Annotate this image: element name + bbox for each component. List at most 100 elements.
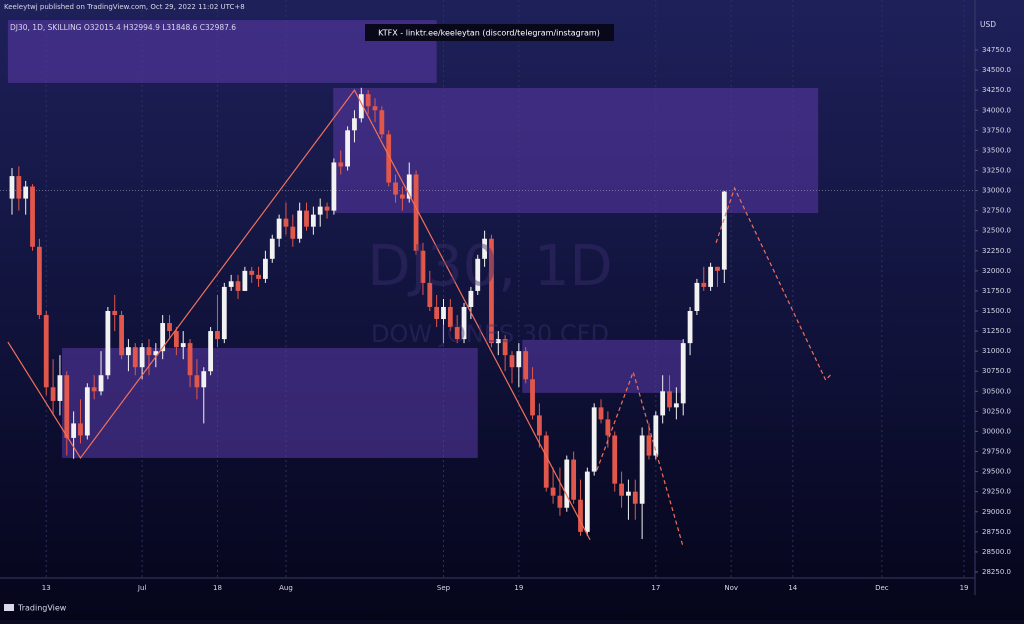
candle-body <box>461 306 467 340</box>
y-tick-label: 33750.0 <box>982 126 1011 134</box>
candle-body <box>557 495 563 508</box>
candle-body <box>30 186 35 247</box>
candle-body <box>201 371 207 388</box>
candle-body <box>413 174 419 251</box>
candle-body <box>564 459 570 508</box>
candle-body <box>36 246 42 316</box>
candle-body <box>91 387 97 392</box>
projection-line <box>715 186 833 382</box>
candle-body <box>9 176 15 199</box>
published-line: Keeleytwj published on TradingView.com, … <box>4 3 245 11</box>
candle-body <box>345 130 350 167</box>
candle-body <box>571 459 577 500</box>
y-tick-label: 30250.0 <box>982 407 1011 415</box>
candle-body <box>543 435 549 488</box>
candle-body <box>516 351 522 368</box>
x-tick-label: Nov <box>724 584 738 592</box>
candle-body <box>50 387 56 401</box>
x-tick-label: Sep <box>437 584 451 592</box>
y-tick-label: 32750.0 <box>982 207 1011 215</box>
candle-body <box>283 218 289 227</box>
candle-body <box>71 423 77 438</box>
candle-body <box>221 286 227 340</box>
y-tick-label: 28250.0 <box>982 568 1011 576</box>
y-tick-label: 32250.0 <box>982 247 1011 255</box>
candle-body <box>578 499 583 532</box>
candle-body <box>393 182 398 195</box>
zone <box>61 347 478 458</box>
candle-body <box>379 110 385 135</box>
candle-body <box>605 419 611 436</box>
candle-body <box>126 347 131 356</box>
candle-body <box>64 375 70 438</box>
candle-body <box>406 174 412 199</box>
watermark-sub: DOW JONES 30 CFD <box>371 320 609 348</box>
y-tick-label: 33500.0 <box>982 146 1011 154</box>
y-tick-label: 30500.0 <box>982 387 1011 395</box>
candle-body <box>447 306 453 328</box>
candle-body <box>667 391 672 408</box>
y-tick-label: 31750.0 <box>982 287 1011 295</box>
candle-body <box>468 290 474 307</box>
y-tick-label: 32000.0 <box>982 267 1011 275</box>
candle-body <box>372 106 378 111</box>
candle-body <box>694 282 700 312</box>
candle-body <box>715 266 720 271</box>
candle-body <box>509 355 515 368</box>
y-tick-label: 34000.0 <box>982 106 1011 114</box>
candle-body <box>721 191 727 270</box>
projection-line <box>596 370 684 548</box>
y-tick-label: 34250.0 <box>982 86 1011 94</box>
candle-body <box>167 323 172 332</box>
candle-body <box>263 258 268 279</box>
candle-body <box>530 379 535 416</box>
y-tick-label: 32500.0 <box>982 227 1011 235</box>
candle-body <box>427 282 433 307</box>
candle-body <box>708 266 714 287</box>
banner: KTFX - linktr.ee/keeleytan (discord/tele… <box>378 29 600 38</box>
candle-body <box>358 94 364 119</box>
x-tick-label: Dec <box>875 584 889 592</box>
candle-body <box>475 258 481 291</box>
candle-body <box>680 343 686 404</box>
banner-bg <box>365 24 614 41</box>
x-tick-label: 19 <box>960 584 969 592</box>
candle-body <box>43 315 49 388</box>
x-tick-label: 14 <box>788 584 797 592</box>
candle-body <box>146 347 152 356</box>
candle-body <box>331 162 337 211</box>
candle-body <box>304 210 309 227</box>
candle-body <box>687 311 693 344</box>
symbol-line: DJ30, 1D, SKILLING O32015.4 H32994.9 L31… <box>10 23 236 32</box>
candle-body <box>660 391 666 416</box>
y-tick-label: 29000.0 <box>982 508 1011 516</box>
candle-body <box>584 471 590 532</box>
candle-body <box>626 491 631 496</box>
candle-body <box>324 206 330 211</box>
candle-body <box>256 274 261 279</box>
candle-body <box>78 423 83 436</box>
y-tick-label: 31000.0 <box>982 347 1011 355</box>
candle-body <box>23 186 29 199</box>
brand-logo <box>4 604 14 611</box>
candle-body <box>632 491 638 504</box>
y-tick-label: 31500.0 <box>982 307 1011 315</box>
candle-body <box>84 387 90 436</box>
candle-body <box>153 351 159 356</box>
y-tick-label: 28500.0 <box>982 548 1011 556</box>
candle-body <box>495 339 501 344</box>
y-tick-label: 28750.0 <box>982 528 1011 536</box>
candle-body <box>612 435 618 484</box>
candle-body <box>386 134 392 183</box>
candle-body <box>598 407 604 420</box>
candle-body <box>180 343 186 348</box>
x-tick-label: 18 <box>213 584 222 592</box>
candle-body <box>290 226 296 239</box>
watermark: DJ30, 1D <box>367 234 612 299</box>
candle-body <box>276 218 282 239</box>
x-tick-label: 19 <box>514 584 523 592</box>
x-tick-label: 13 <box>42 584 51 592</box>
candle-body <box>187 343 193 376</box>
candle-body <box>352 118 357 131</box>
